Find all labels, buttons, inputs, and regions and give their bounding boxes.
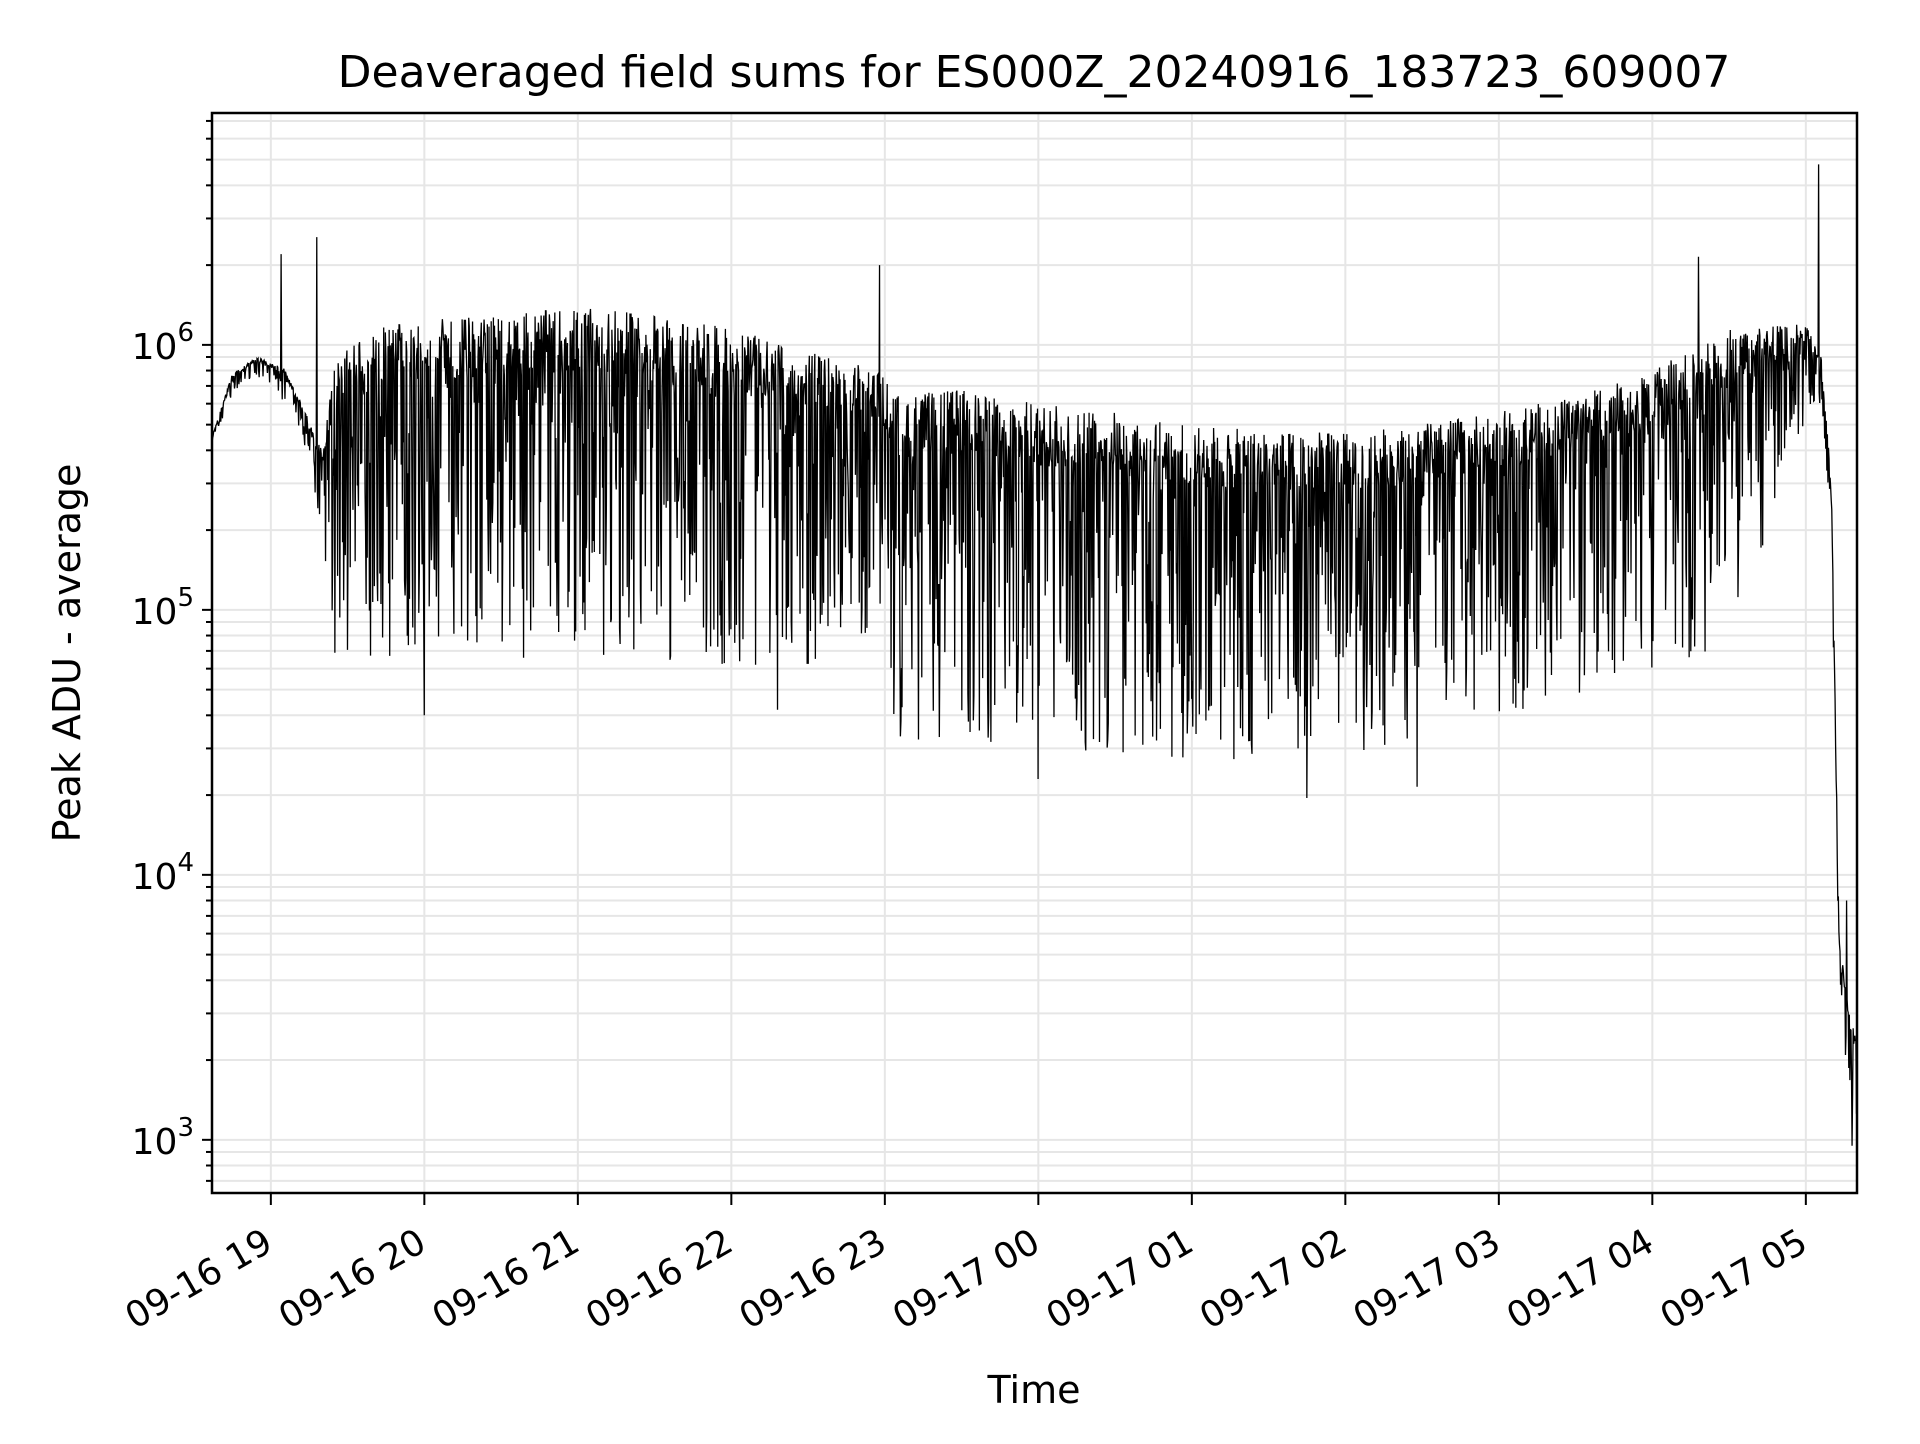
chart-title: Deaveraged field sums for ES000Z_2024091…	[338, 47, 1731, 98]
y-tick-label: 105	[132, 583, 194, 633]
data-layer	[211, 164, 1858, 1146]
y-axis-label: Peak ADU - average	[45, 464, 89, 843]
y-tick-label: 103	[132, 1113, 194, 1163]
plot-frame	[210, 111, 1859, 1195]
x-axis-label: Time	[987, 1368, 1081, 1412]
data-series-line	[211, 164, 1858, 1146]
y-tick-label: 104	[132, 848, 194, 898]
y-tick-label: 106	[132, 318, 194, 368]
